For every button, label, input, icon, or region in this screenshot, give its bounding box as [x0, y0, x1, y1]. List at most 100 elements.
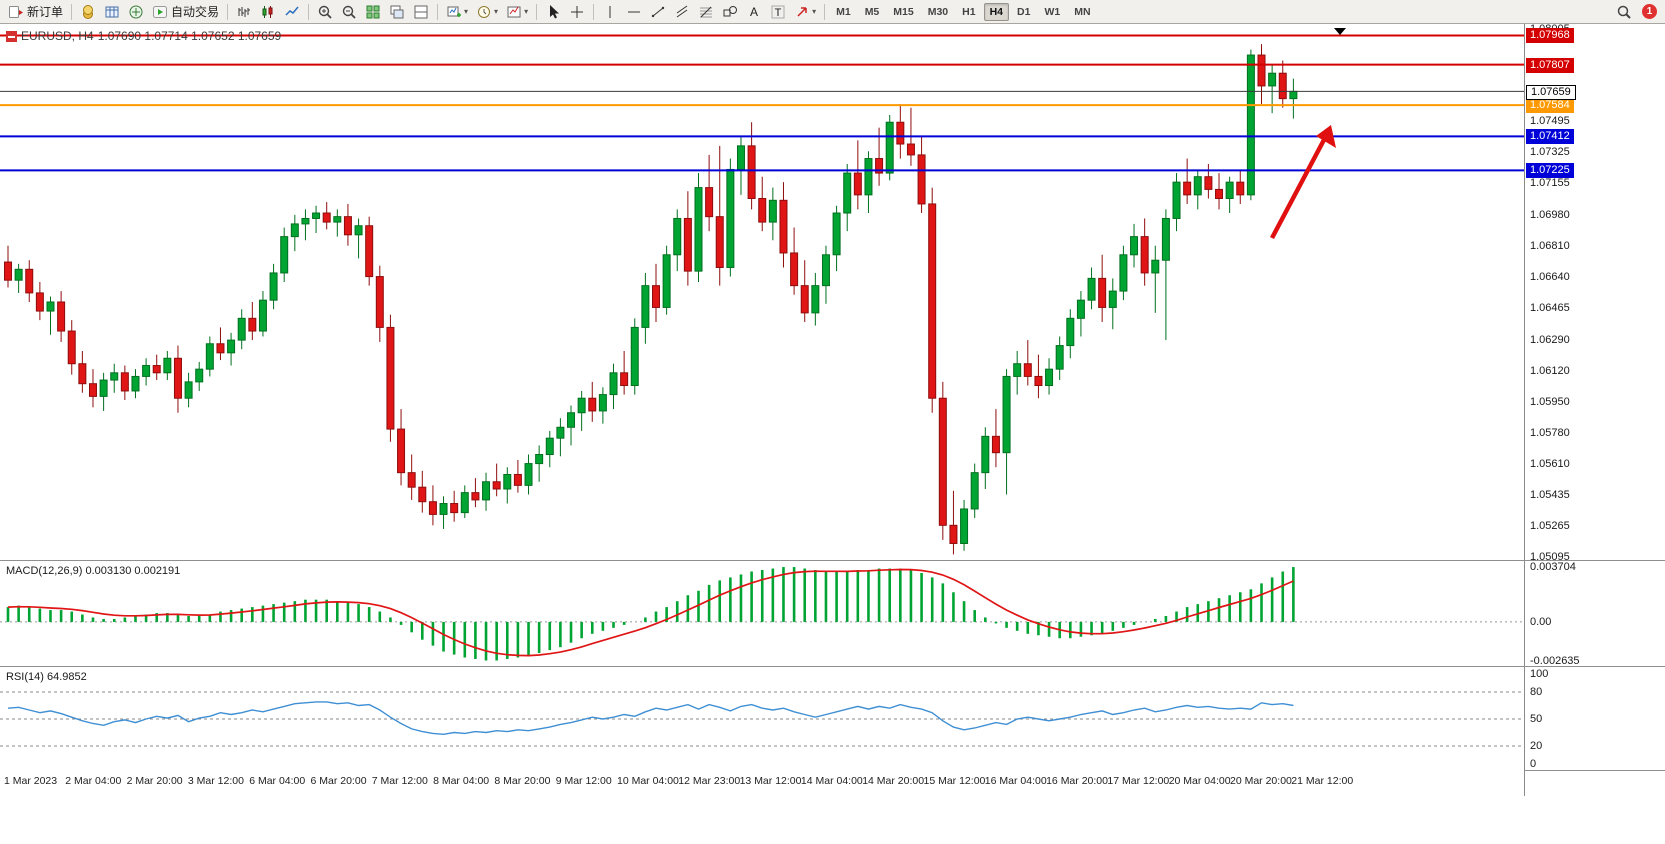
bottom-strip — [0, 796, 1665, 844]
new-order-button[interactable]: 新订单 — [4, 1, 67, 23]
price-line-badge: 1.07584 — [1526, 98, 1574, 114]
shapes-button[interactable] — [718, 1, 742, 23]
autotrading-button[interactable]: 自动交易 — [148, 1, 223, 23]
candle-chart-button[interactable] — [256, 1, 280, 23]
chevron-down-icon: ▾ — [464, 7, 469, 16]
timeframe-m30-button[interactable]: M30 — [927, 5, 949, 18]
timeframe-d1-button[interactable]: D1 — [1017, 5, 1031, 18]
market-watch-button[interactable] — [76, 1, 100, 23]
cursor-icon — [550, 4, 560, 18]
candlestick-chart[interactable] — [0, 24, 1524, 770]
timeframe-h4-button[interactable]: H4 — [983, 2, 1010, 21]
tile-windows-button[interactable] — [361, 1, 385, 23]
candle-chart-icon — [262, 5, 273, 18]
panel-separator[interactable] — [0, 666, 1665, 667]
channel-icon — [676, 5, 688, 17]
horizontal-lines[interactable] — [0, 34, 1524, 172]
timeframe-w1-button[interactable]: W1 — [1044, 5, 1061, 18]
price-label: 1.05610 — [1530, 457, 1570, 470]
bar-chart-button[interactable] — [232, 1, 256, 23]
time-axis[interactable]: 1 Mar 2023 2 Mar 04:00 2 Mar 20:00 3 Mar 12… — [0, 770, 1524, 796]
autotrading-button-label: 自动交易 — [171, 5, 220, 19]
data-window-icon — [105, 6, 119, 17]
period-button[interactable]: ▾ — [472, 1, 502, 23]
candles — [4, 44, 1298, 555]
toolbar-separator — [437, 3, 439, 20]
price-line-badge: 1.07807 — [1526, 57, 1574, 73]
timeframe-mn-button[interactable]: MN — [1074, 5, 1091, 18]
zoom-out-button[interactable] — [337, 1, 361, 23]
macd-signal-line — [7, 568, 1294, 657]
fibonacci-button[interactable] — [694, 1, 718, 23]
time-label: 15 Mar 12:00 — [923, 775, 986, 787]
trendline-button[interactable] — [646, 1, 670, 23]
rsi-axis-label: 50 — [1530, 713, 1543, 725]
label-button[interactable]: T — [766, 1, 790, 23]
chevron-down-icon: ▾ — [494, 7, 499, 16]
arrows-button[interactable]: ▾ — [790, 1, 820, 23]
time-label: 16 Mar 20:00 — [1046, 775, 1108, 787]
arrows-icon — [797, 6, 807, 17]
cascade-windows-icon — [390, 5, 404, 18]
new-chart-button[interactable]: ▾ — [442, 1, 472, 23]
time-label: 7 Mar 12:00 — [371, 775, 428, 787]
new-chart-icon — [447, 6, 462, 17]
cursor-button[interactable] — [541, 1, 565, 23]
time-label: 12 Mar 23:00 — [678, 775, 741, 787]
time-label: 20 Mar 04:00 — [1168, 775, 1231, 787]
bar-chart-icon — [238, 6, 251, 17]
zoom-out-icon — [342, 5, 356, 19]
chart-window: EURUSD, H4 1.07690 1.07714 1.07652 1.076… — [0, 23, 1665, 844]
time-label: 2 Mar 04:00 — [65, 775, 122, 787]
trend-arrow[interactable] — [1270, 125, 1336, 240]
rsi-axis-label: 20 — [1530, 740, 1543, 752]
price-label: 1.06640 — [1530, 270, 1570, 283]
crosshair-button[interactable] — [565, 1, 589, 23]
channel-button[interactable] — [670, 1, 694, 23]
panel-separator[interactable] — [0, 560, 1665, 561]
data-window-button[interactable] — [100, 1, 124, 23]
vertical-line-button[interactable] — [598, 1, 622, 23]
tile-windows-icon — [366, 5, 380, 18]
toolbar-right: 1 — [1612, 1, 1661, 23]
trendline-icon — [651, 6, 665, 17]
navigator-button[interactable] — [124, 1, 148, 23]
hline-icon — [628, 11, 641, 12]
rsi-axis-label: 100 — [1530, 668, 1549, 680]
time-label: 2 Mar 20:00 — [126, 775, 183, 787]
price-line-badge: 1.07968 — [1526, 28, 1574, 44]
time-label: 8 Mar 20:00 — [494, 775, 551, 787]
chevron-down-icon: ▾ — [524, 7, 529, 16]
price-label: 1.07155 — [1530, 177, 1570, 190]
price-line-badge: 1.07225 — [1526, 163, 1574, 179]
macd-label: MACD(12,26,9) 0.003130 0.002191 — [6, 565, 181, 577]
notifications-badge[interactable]: 1 — [1642, 4, 1657, 19]
chevron-down-icon: ▾ — [812, 7, 817, 16]
cascade-windows-button[interactable] — [385, 1, 409, 23]
timeframe-m5-button[interactable]: M5 — [864, 5, 880, 18]
tile-horizontal-button[interactable] — [409, 1, 433, 23]
time-label: 3 Mar 12:00 — [187, 775, 244, 787]
macd-axis-label: 0.003704 — [1530, 561, 1576, 573]
chart-ohlc: 1.07690 1.07714 1.07652 1.07659 — [97, 29, 282, 43]
chart-title: EURUSD, H4 1.07690 1.07714 1.07652 1.076… — [6, 29, 281, 43]
time-label: 13 Mar 12:00 — [739, 775, 802, 787]
price-label: 1.05435 — [1530, 489, 1570, 502]
time-label: 14 Mar 20:00 — [862, 775, 925, 787]
line-chart-button[interactable] — [280, 1, 304, 23]
price-label: 1.07325 — [1530, 146, 1570, 159]
template-button[interactable]: ▾ — [502, 1, 532, 23]
horizontal-line-button[interactable] — [622, 1, 646, 23]
timeframe-m1-button[interactable]: M1 — [836, 5, 851, 18]
timeframe-m15-button[interactable]: M15 — [893, 5, 914, 18]
time-label: 16 Mar 04:00 — [984, 775, 1047, 787]
search-button[interactable] — [1612, 1, 1636, 23]
timeframe-h1-button[interactable]: H1 — [962, 5, 976, 18]
zoom-in-button[interactable] — [313, 1, 337, 23]
crosshair-icon — [571, 5, 584, 18]
price-label: 1.06120 — [1530, 364, 1570, 377]
svg-text:A: A — [750, 5, 758, 19]
text-button[interactable]: A — [742, 1, 766, 23]
price-axis[interactable]: 1.080051.074951.073251.071551.069801.068… — [1524, 23, 1665, 844]
